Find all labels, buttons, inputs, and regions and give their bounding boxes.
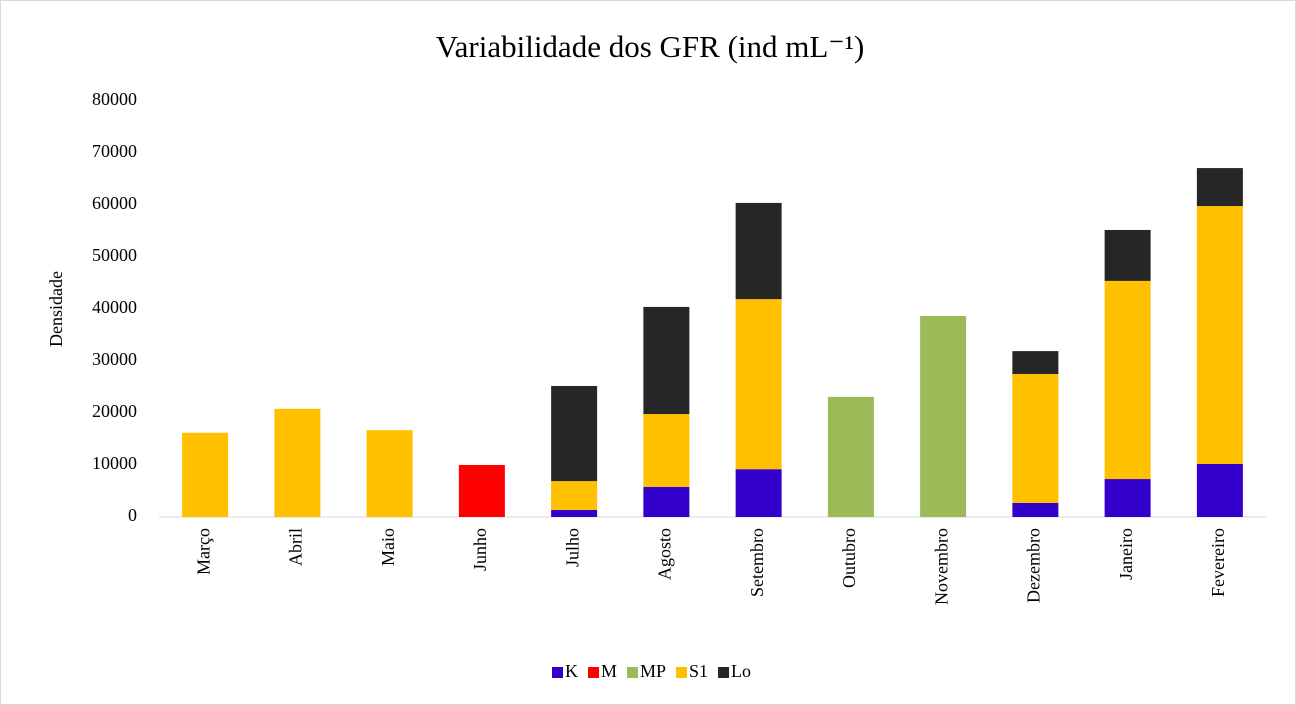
- x-tick-label: Janeiro: [1116, 528, 1136, 580]
- x-tick-label: Fevereiro: [1208, 528, 1228, 597]
- bar-segment: [1012, 374, 1059, 503]
- bar-segment: [1012, 351, 1059, 374]
- bar-segment: [1196, 168, 1243, 207]
- legend-swatch: [627, 667, 639, 678]
- legend-swatch: [676, 667, 688, 678]
- bar-segment: [643, 486, 690, 517]
- y-tick-label: 60000: [92, 193, 137, 213]
- x-tick-label: Julho: [562, 528, 582, 567]
- bar-segment: [827, 396, 874, 517]
- legend-swatch: [718, 667, 730, 678]
- y-tick-label: 80000: [92, 89, 137, 109]
- y-tick-label: 50000: [92, 245, 137, 265]
- x-tick-label: Abril: [286, 528, 306, 566]
- bar-segment: [1104, 280, 1151, 480]
- x-tick-label: Setembro: [747, 528, 767, 597]
- bar-segment: [551, 481, 598, 510]
- x-tick-label: Dezembro: [1024, 528, 1044, 603]
- bar-segment: [1012, 502, 1059, 517]
- legend-label: S1: [689, 661, 708, 681]
- y-tick-label: 30000: [92, 349, 137, 369]
- bar-segment: [643, 306, 690, 415]
- legend-swatch: [588, 667, 599, 678]
- legend-label: MP: [640, 661, 666, 681]
- y-tick-label: 40000: [92, 297, 137, 317]
- bar-segment: [1104, 479, 1151, 517]
- y-tick-label: 10000: [92, 453, 137, 473]
- bar-segment: [735, 202, 782, 300]
- bar-segment: [920, 316, 967, 517]
- chart-title: Variabilidade dos GFR (ind mL⁻¹): [436, 29, 865, 64]
- bar-segment: [366, 430, 413, 517]
- bar-segment: [182, 432, 229, 517]
- x-tick-label: Outubro: [839, 528, 859, 588]
- x-tick-label: Agosto: [655, 528, 675, 580]
- y-tick-label: 0: [128, 505, 137, 525]
- legend-label: K: [565, 661, 578, 681]
- x-tick-label: Março: [193, 528, 213, 575]
- x-tick-label: Maio: [378, 528, 398, 566]
- bar-segment: [274, 408, 321, 517]
- bar-segment: [735, 469, 782, 517]
- bar-segment: [1196, 463, 1243, 517]
- y-tick-label: 70000: [92, 141, 137, 161]
- legend-label: Lo: [731, 661, 751, 681]
- y-axis-label: Densidade: [46, 271, 66, 347]
- x-tick-label: Junho: [470, 528, 490, 571]
- bar-segment: [1196, 206, 1243, 464]
- legend-swatch: [552, 667, 563, 678]
- y-tick-label: 20000: [92, 401, 137, 421]
- x-tick-label: Novembro: [931, 528, 951, 605]
- bar-segment: [551, 385, 598, 482]
- bar-segment: [643, 414, 690, 487]
- bar-segment: [735, 299, 782, 470]
- bar-segment: [1104, 229, 1151, 281]
- bar-segment: [551, 509, 598, 517]
- bar-segment: [458, 465, 505, 517]
- legend-label: M: [601, 661, 617, 681]
